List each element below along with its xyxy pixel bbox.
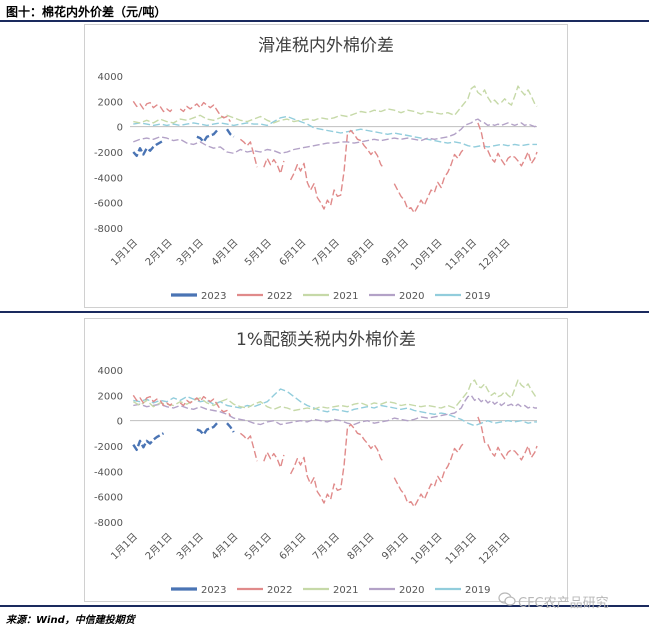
legend-label: 2022 [267, 585, 292, 596]
series-line-2021 [133, 85, 538, 124]
legend-label: 2019 [465, 291, 490, 302]
figure-title: 图十：棉花内外价差（元/吨） [6, 5, 167, 19]
y-tick-label: 0 [117, 417, 123, 428]
x-tick-label: 9月1日 [379, 237, 411, 269]
x-tick-label: 9月1日 [379, 531, 411, 563]
x-tick-label: 12月1日 [476, 531, 512, 567]
series-line-2019 [133, 115, 537, 148]
x-tick-label: 2月1日 [143, 237, 175, 269]
x-tick-label: 7月1日 [310, 531, 342, 563]
legend-label: 2020 [399, 585, 424, 596]
y-tick-label: -2000 [94, 442, 123, 453]
x-tick-label: 10月1日 [408, 237, 444, 273]
source-note: 来源：Wind，中信建投期货 [6, 615, 135, 626]
x-tick-label: 8月1日 [345, 237, 377, 269]
y-tick-label: -4000 [94, 173, 123, 184]
x-tick-label: 4月1日 [209, 237, 241, 269]
x-tick-label: 12月1日 [476, 237, 512, 273]
chart-title: 滑准税内外棉价差 [258, 36, 394, 56]
series-line-2022 [132, 394, 538, 508]
x-tick-label: 1月1日 [108, 237, 140, 269]
x-tick-label: 5月1日 [242, 531, 274, 563]
legend-label: 2021 [333, 585, 358, 596]
series-line-2023 [132, 422, 235, 451]
legend-label: 2020 [399, 291, 424, 302]
figure-header: 图十：棉花内外价差（元/吨） [0, 0, 649, 22]
y-tick-label: 2000 [98, 391, 123, 402]
y-tick-label: -6000 [94, 493, 123, 504]
y-tick-label: -2000 [94, 148, 123, 159]
series-line-2022 [132, 100, 538, 214]
x-tick-label: 5月1日 [242, 237, 274, 269]
x-tick-label: 3月1日 [174, 531, 206, 563]
chart-panel-quota-tariff: 1%配额关税内外棉价差 4000 2000 0 -2000 -4000 -6000 -8000… [84, 318, 568, 602]
y-tick-label: 4000 [98, 72, 123, 83]
y-tick-label: 4000 [98, 366, 123, 377]
x-tick-label: 6月1日 [277, 531, 309, 563]
x-tick-label: 11月1日 [443, 237, 479, 273]
y-tick-label: -4000 [94, 467, 123, 478]
legend-label: 2022 [267, 291, 292, 302]
x-tick-label: 8月1日 [345, 531, 377, 563]
legend-label: 2023 [201, 585, 226, 596]
x-tick-label: 3月1日 [174, 237, 206, 269]
chart-title: 1%配额关税内外棉价差 [236, 330, 416, 350]
series-line-2023 [132, 128, 235, 157]
chart-panel-slide-tariff: 滑准税内外棉价差 4000 2000 0 -2000 -4000 -6000 -8000 1月1… [84, 24, 568, 308]
y-tick-label: -6000 [94, 199, 123, 210]
x-tick-label: 2月1日 [143, 531, 175, 563]
x-tick-label: 6月1日 [277, 237, 309, 269]
x-tick-label: 4月1日 [209, 531, 241, 563]
chart-slide-tariff: 滑准税内外棉价差 4000 2000 0 -2000 -4000 -6000 -8000 1月1… [94, 36, 538, 302]
wechat-icon [498, 592, 516, 606]
series-line-2020 [133, 394, 537, 426]
y-tick-label: 0 [117, 123, 123, 134]
chart-quota-tariff: 1%配额关税内外棉价差 4000 2000 0 -2000 -4000 -6000 -8000… [94, 330, 538, 596]
legend-label: 2021 [333, 291, 358, 302]
series-line-2021 [132, 379, 538, 412]
legend-label: 2019 [465, 585, 490, 596]
y-tick-label: -8000 [94, 518, 123, 529]
series-line-2019 [133, 388, 537, 427]
x-tick-label: 7月1日 [310, 237, 342, 269]
x-tick-label: 11月1日 [443, 531, 479, 567]
legend-label: 2023 [201, 291, 226, 302]
middle-rule [0, 311, 649, 313]
series-line-2020 [133, 118, 538, 154]
x-tick-label: 1月1日 [108, 531, 140, 563]
y-tick-label: -8000 [94, 224, 123, 235]
header-rule [0, 20, 649, 22]
x-tick-label: 10月1日 [408, 531, 444, 567]
watermark-text: CFC农产品研究 [518, 596, 609, 611]
y-tick-label: 2000 [98, 97, 123, 108]
footer-rule [0, 605, 649, 607]
